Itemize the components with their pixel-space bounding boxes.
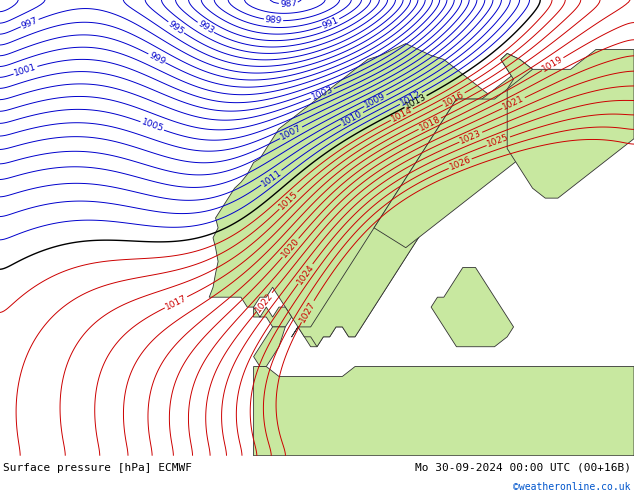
Text: 1023: 1023 bbox=[458, 128, 483, 146]
Text: 1017: 1017 bbox=[164, 293, 188, 312]
Text: 1016: 1016 bbox=[441, 90, 466, 108]
Text: 1024: 1024 bbox=[295, 262, 316, 286]
Text: 1001: 1001 bbox=[13, 62, 38, 78]
Text: 1009: 1009 bbox=[363, 92, 387, 110]
Text: ©weatheronline.co.uk: ©weatheronline.co.uk bbox=[514, 482, 631, 490]
Text: 1007: 1007 bbox=[279, 123, 303, 142]
Text: 1013: 1013 bbox=[403, 92, 428, 111]
Text: 1025: 1025 bbox=[486, 133, 510, 149]
Text: 1021: 1021 bbox=[501, 94, 526, 112]
Text: 1022: 1022 bbox=[254, 291, 275, 314]
Text: 1003: 1003 bbox=[310, 85, 335, 102]
Text: Surface pressure [hPa] ECMWF: Surface pressure [hPa] ECMWF bbox=[3, 463, 192, 473]
Text: 1011: 1011 bbox=[259, 168, 283, 188]
Text: 1010: 1010 bbox=[340, 109, 365, 128]
Text: 1019: 1019 bbox=[541, 54, 565, 74]
Text: 1027: 1027 bbox=[298, 299, 317, 323]
Text: 1026: 1026 bbox=[448, 155, 472, 172]
Text: 993: 993 bbox=[196, 19, 216, 36]
Text: 987: 987 bbox=[280, 0, 297, 9]
Text: 1018: 1018 bbox=[417, 115, 442, 133]
Text: 1015: 1015 bbox=[277, 190, 300, 212]
Text: 991: 991 bbox=[321, 15, 340, 30]
Text: 1012: 1012 bbox=[399, 89, 423, 108]
Text: 1014: 1014 bbox=[390, 105, 414, 124]
Text: 989: 989 bbox=[264, 15, 283, 25]
Text: 1005: 1005 bbox=[140, 118, 165, 134]
Text: 995: 995 bbox=[167, 19, 186, 36]
Text: 999: 999 bbox=[147, 50, 167, 66]
Text: 1020: 1020 bbox=[280, 236, 301, 259]
Text: 997: 997 bbox=[20, 16, 39, 30]
Text: Mo 30-09-2024 00:00 UTC (00+16B): Mo 30-09-2024 00:00 UTC (00+16B) bbox=[415, 463, 631, 473]
